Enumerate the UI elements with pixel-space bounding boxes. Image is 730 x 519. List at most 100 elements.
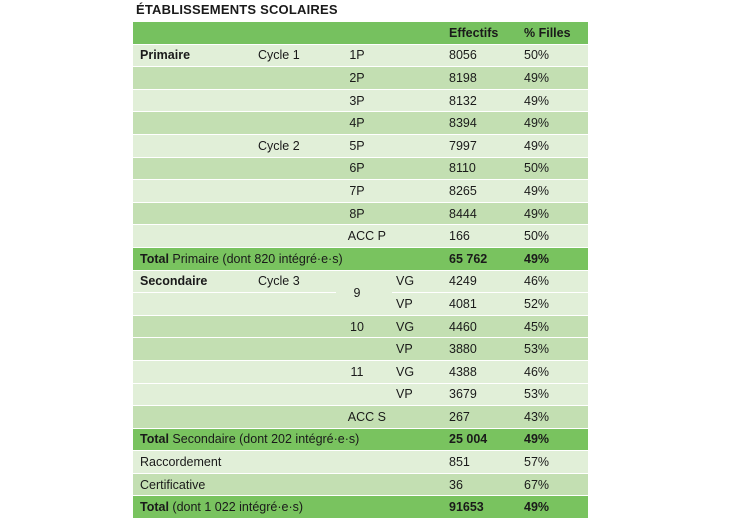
effectifs-cell: 8444 [442, 202, 517, 226]
section-cell: VP [392, 383, 442, 407]
table-row: 11 VG 4388 46% [133, 360, 588, 384]
header-filles: % Filles [517, 22, 588, 45]
table-row: Primaire Cycle 1 1P 8056 50% [133, 44, 588, 68]
filles-cell: 49% [517, 111, 588, 135]
total-word: Total [140, 251, 169, 266]
row-label-certificative: Certificative [133, 473, 442, 497]
filles-cell: 49% [517, 179, 588, 203]
level-cell: 10 [336, 315, 392, 339]
total-description: Primaire (dont 820 intégré·e·s) [168, 251, 343, 266]
level-cell: 3P [336, 89, 392, 113]
total-label: Total Secondaire (dont 202 intégré·e·s) [133, 428, 442, 452]
table-row: Cycle 2 5P 7997 49% [133, 134, 588, 158]
filles-cell: 49% [517, 202, 588, 226]
level-cell: 8P [336, 202, 392, 226]
filles-cell: 53% [517, 383, 588, 407]
filles-cell: 49% [517, 66, 588, 90]
filles-cell: 46% [517, 360, 588, 384]
filles-cell: 57% [517, 450, 588, 474]
section-label-primaire: Primaire [133, 44, 251, 68]
effectifs-cell: 3880 [442, 337, 517, 361]
schools-table: Effectifs % Filles Primaire Cycle 1 1P 8… [133, 22, 588, 519]
table-row: VP 3880 53% [133, 337, 588, 361]
filles-cell: 49% [517, 247, 588, 271]
filles-cell: 50% [517, 44, 588, 68]
effectifs-cell: 36 [442, 473, 517, 497]
cycle-label: Cycle 2 [251, 134, 336, 158]
level-cell: 4P [336, 111, 392, 135]
total-word: Total [140, 432, 169, 447]
effectifs-cell: 851 [442, 450, 517, 474]
level-cell: ACC P [336, 224, 392, 248]
effectifs-cell: 8265 [442, 179, 517, 203]
table-row: 7P 8265 49% [133, 179, 588, 203]
total-description: Secondaire (dont 202 intégré·e·s) [168, 432, 360, 447]
total-description: (dont 1 022 intégré·e·s) [168, 500, 304, 515]
table-row: Certificative 36 67% [133, 473, 588, 497]
section-label-secondaire: Secondaire [133, 270, 251, 294]
total-row-primaire: Total Primaire (dont 820 intégré·e·s) 65… [133, 247, 588, 271]
table-row: 2P 8198 49% [133, 66, 588, 90]
effectifs-cell: 4081 [442, 292, 517, 316]
section-cell: VP [392, 292, 442, 316]
section-cell: VG [392, 315, 442, 339]
filles-cell: 43% [517, 405, 588, 429]
effectifs-cell: 91653 [442, 495, 517, 519]
grand-total-row: Total (dont 1 022 intégré·e·s) 91653 49% [133, 495, 588, 519]
section-cell: VP [392, 337, 442, 361]
filles-cell: 50% [517, 157, 588, 181]
filles-cell: 45% [517, 315, 588, 339]
filles-cell: 46% [517, 270, 588, 294]
filles-cell: 49% [517, 428, 588, 452]
header-effectifs: Effectifs [442, 22, 517, 45]
effectifs-cell: 8056 [442, 44, 517, 68]
section-cell: VG [392, 360, 442, 384]
filles-cell: 50% [517, 224, 588, 248]
filles-cell: 53% [517, 337, 588, 361]
table-row: 10 VG 4460 45% [133, 315, 588, 339]
level-cell: 6P [336, 157, 392, 181]
table-row: ACC S 267 43% [133, 405, 588, 429]
effectifs-cell: 25 004 [442, 428, 517, 452]
table-row: Secondaire Cycle 3 9 VG 4249 46% [133, 270, 588, 316]
effectifs-cell: 267 [442, 405, 517, 429]
effectifs-cell: 4249 [442, 270, 517, 294]
effectifs-cell: 7997 [442, 134, 517, 158]
effectifs-cell: 166 [442, 224, 517, 248]
row-label-raccordement: Raccordement [133, 450, 442, 474]
level-cell: ACC S [336, 405, 392, 429]
effectifs-cell: 4388 [442, 360, 517, 384]
effectifs-cell: 8394 [442, 111, 517, 135]
filles-cell: 49% [517, 495, 588, 519]
table-row: 4P 8394 49% [133, 111, 588, 135]
level-cell: 2P [336, 66, 392, 90]
total-row-secondaire: Total Secondaire (dont 202 intégré·e·s) … [133, 428, 588, 452]
table-row: 3P 8132 49% [133, 89, 588, 113]
header-row: Effectifs % Filles [133, 22, 588, 45]
total-word: Total [140, 500, 169, 515]
table-row: VP 3679 53% [133, 383, 588, 407]
effectifs-cell: 8198 [442, 66, 517, 90]
table-row: VP 4081 52% [133, 292, 588, 316]
section-cell: VG [392, 270, 442, 294]
level-cell: 7P [336, 179, 392, 203]
table-row: ACC P 166 50% [133, 224, 588, 248]
effectifs-cell: 65 762 [442, 247, 517, 271]
level-cell: 1P [336, 44, 392, 68]
level-cell: 11 [336, 360, 392, 384]
level-cell: 5P [336, 134, 392, 158]
table-row: 8P 8444 49% [133, 202, 588, 226]
effectifs-cell: 3679 [442, 383, 517, 407]
filles-cell: 67% [517, 473, 588, 497]
table-title: ÉTABLISSEMENTS SCOLAIRES [136, 2, 338, 17]
cycle-label: Cycle 3 [251, 270, 336, 294]
filles-cell: 49% [517, 89, 588, 113]
effectifs-cell: 4460 [442, 315, 517, 339]
table-row: Raccordement 851 57% [133, 450, 588, 474]
filles-cell: 52% [517, 292, 588, 316]
cycle-label: Cycle 1 [251, 44, 336, 68]
filles-cell: 49% [517, 134, 588, 158]
effectifs-cell: 8110 [442, 157, 517, 181]
table-row: 6P 8110 50% [133, 157, 588, 181]
total-label: Total (dont 1 022 intégré·e·s) [133, 495, 442, 519]
